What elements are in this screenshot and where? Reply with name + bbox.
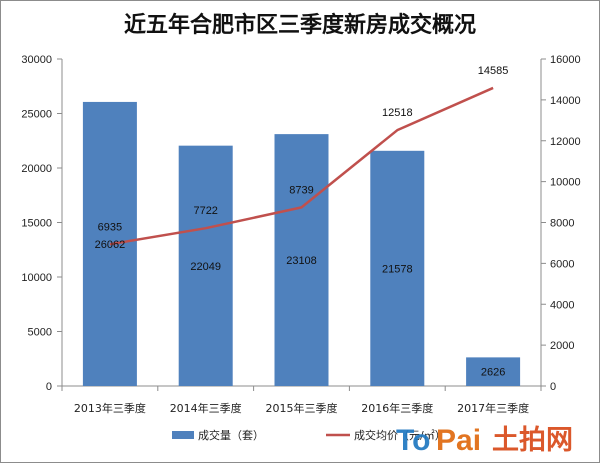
bar-value-label: 23108 (286, 255, 317, 267)
y-tick-label-right: 10000 (550, 177, 581, 189)
watermark-to: To (396, 424, 430, 457)
y-tick-label-left: 25000 (21, 109, 52, 121)
legend: 成交量（套） 成交均价（元/㎡） (172, 428, 446, 442)
data-labels: 26062 22049 23108 21578 2626 6935 7722 8739 1251… (95, 65, 509, 379)
y-tick-label-right: 2000 (550, 340, 574, 352)
axes: 0 5000 10000 15000 20000 25000 30000 0 2000 4000 6… (21, 54, 580, 415)
price-line-path (109, 86, 494, 246)
legend-bar-swatch (172, 431, 194, 439)
y-tick-label-left: 20000 (21, 163, 52, 175)
y-tick-label-right: 16000 (550, 54, 581, 66)
x-category-label: 2015年三季度 (266, 401, 338, 415)
y-tick-label-left: 5000 (28, 327, 52, 339)
bars (82, 101, 521, 387)
line-value-label: 8739 (289, 184, 313, 196)
x-category-label: 2017年三季度 (457, 401, 529, 415)
bar (178, 145, 233, 386)
y-tick-label-right: 12000 (550, 136, 581, 148)
line-value-label: 7722 (193, 205, 217, 217)
watermark-site: 土拍网 (492, 425, 573, 456)
x-category-label: 2016年三季度 (361, 401, 433, 415)
chart-title: 近五年合肥市区三季度新房成交概况 (124, 12, 476, 38)
bar-value-label: 21578 (382, 263, 413, 275)
legend-line-label: 成交均价（元/㎡） (354, 428, 446, 442)
y-tick-label-right: 14000 (550, 95, 581, 107)
bar-value-label: 2626 (481, 367, 505, 379)
y-tick-label-left: 30000 (21, 54, 52, 66)
bar-value-label: 26062 (95, 239, 126, 251)
watermark: To Pai 土拍网 (396, 424, 573, 457)
y-tick-label-right: 4000 (550, 299, 574, 311)
line-value-label: 12518 (382, 107, 413, 119)
line-value-label: 6935 (98, 221, 122, 233)
y-tick-label-left: 10000 (21, 272, 52, 284)
y-tick-label-left: 0 (46, 381, 52, 393)
y-tick-label-right: 0 (550, 381, 556, 393)
y-tick-label-right: 8000 (550, 218, 574, 230)
bar (274, 134, 329, 386)
y-tick-label-left: 15000 (21, 218, 52, 230)
bar (466, 357, 521, 386)
legend-bar-label: 成交量（套） (198, 428, 264, 442)
y-tick-label-right: 6000 (550, 258, 574, 270)
x-category-label: 2014年三季度 (170, 401, 242, 415)
watermark-pai: Pai (436, 424, 481, 457)
x-category-label: 2013年三季度 (74, 401, 146, 415)
bar-value-label: 22049 (190, 261, 221, 273)
price-line (109, 86, 494, 246)
bar (370, 150, 425, 386)
line-value-label: 14585 (478, 65, 509, 77)
